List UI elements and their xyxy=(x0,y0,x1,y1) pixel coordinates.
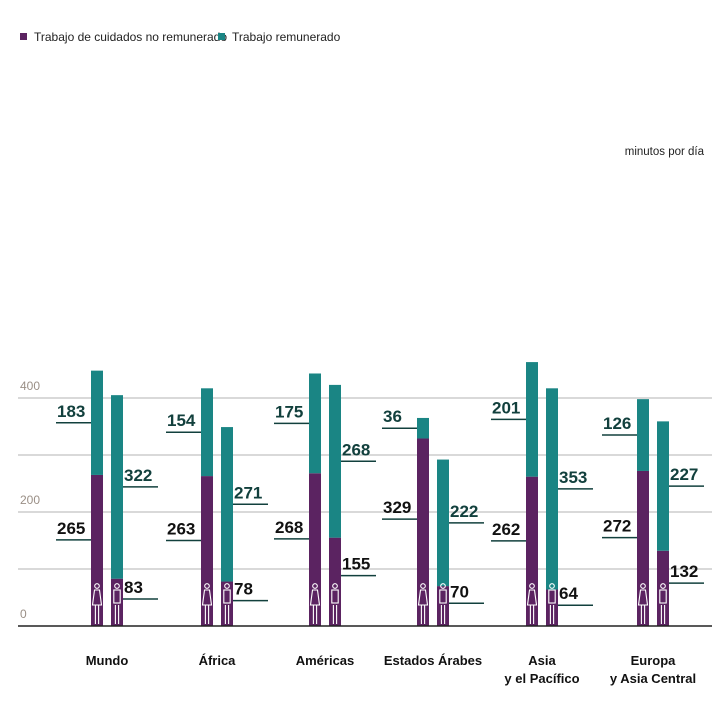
category-label: Mundo xyxy=(86,653,129,668)
y-tick-label: 400 xyxy=(20,379,40,393)
value-label: 83 xyxy=(124,578,143,597)
bar-men-unpaid xyxy=(111,578,123,626)
category-label: Asia xyxy=(528,653,556,668)
bar-men-unpaid xyxy=(546,589,558,626)
value-label: 64 xyxy=(559,584,578,603)
value-label: 272 xyxy=(603,517,631,536)
category-labels: Mundo África Américas Estados Árabes Asia y e… xyxy=(86,653,696,686)
legend-swatch-paid xyxy=(218,33,225,40)
value-label: 175 xyxy=(275,402,303,421)
woman-icon xyxy=(526,583,538,624)
man-icon xyxy=(659,583,667,624)
value-label: 263 xyxy=(167,520,195,539)
bar-women-unpaid xyxy=(201,476,213,626)
category-label: Europa xyxy=(631,653,677,668)
value-label: 154 xyxy=(167,411,196,430)
bar-women-unpaid xyxy=(637,470,649,626)
category-label: y Asia Central xyxy=(610,671,696,686)
bar-women-paid xyxy=(201,388,213,477)
bar-women-paid xyxy=(417,417,429,439)
y-tick-label: 200 xyxy=(20,493,40,507)
unit-label: minutos por día xyxy=(625,146,705,158)
category-label: Américas xyxy=(296,653,355,668)
value-label: 268 xyxy=(342,440,370,459)
gridlines: 0 200 400 xyxy=(18,379,712,621)
man-icon xyxy=(331,583,339,624)
bar-men-paid xyxy=(546,388,558,590)
legend-swatch-unpaid xyxy=(20,33,27,40)
bar-women-unpaid xyxy=(526,476,538,626)
value-label: 265 xyxy=(57,519,85,538)
woman-icon xyxy=(91,583,103,624)
bar-men-paid xyxy=(329,384,341,538)
man-icon xyxy=(439,583,447,624)
value-label: 183 xyxy=(57,402,85,421)
legend-label-unpaid: Trabajo de cuidados no remunerado xyxy=(34,30,227,44)
category-label: África xyxy=(199,653,237,668)
value-label: 36 xyxy=(383,407,402,426)
man-icon xyxy=(548,583,556,624)
man-icon xyxy=(223,583,231,624)
legend: Trabajo de cuidados no remunerado Trabaj… xyxy=(20,30,341,44)
value-label: 70 xyxy=(450,582,469,601)
value-label: 132 xyxy=(670,562,698,581)
woman-icon xyxy=(201,583,213,624)
value-label: 268 xyxy=(275,518,303,537)
value-label: 222 xyxy=(450,502,478,521)
woman-icon xyxy=(417,583,429,624)
bar-women-unpaid xyxy=(91,474,103,626)
value-label: 271 xyxy=(234,483,262,502)
bar-women-unpaid xyxy=(309,473,321,626)
bar-men-unpaid xyxy=(437,586,449,626)
value-label: 353 xyxy=(559,468,587,487)
man-icon xyxy=(113,583,121,624)
woman-icon xyxy=(309,583,321,624)
bars xyxy=(91,362,669,626)
value-label: 78 xyxy=(234,580,253,599)
woman-icon xyxy=(637,583,649,624)
value-label: 201 xyxy=(492,398,520,417)
category-label: y el Pacífico xyxy=(504,671,579,686)
bar-men-paid xyxy=(437,459,449,587)
value-label: 329 xyxy=(383,498,411,517)
value-label: 262 xyxy=(492,520,520,539)
bar-women-paid xyxy=(526,362,538,477)
value-label: 126 xyxy=(603,414,631,433)
bar-men-paid xyxy=(221,427,233,582)
value-labels: 183 265 322 83 154 263 271 78 175 268 268 155 36 329 2… xyxy=(56,398,704,606)
legend-label-paid: Trabajo remunerado xyxy=(232,30,341,44)
bar-women-paid xyxy=(309,373,321,474)
bar-men-unpaid xyxy=(329,537,341,626)
bar-women-paid xyxy=(91,370,103,475)
bar-men-paid xyxy=(111,395,123,579)
bar-women-unpaid xyxy=(417,438,429,626)
value-label: 155 xyxy=(342,555,370,574)
category-label: Estados Árabes xyxy=(384,653,482,668)
value-label: 227 xyxy=(670,465,698,484)
value-label: 322 xyxy=(124,466,152,485)
y-tick-label: 0 xyxy=(20,607,27,621)
person-icons xyxy=(91,583,667,624)
bar-men-paid xyxy=(657,421,669,551)
bar-women-paid xyxy=(637,399,649,471)
